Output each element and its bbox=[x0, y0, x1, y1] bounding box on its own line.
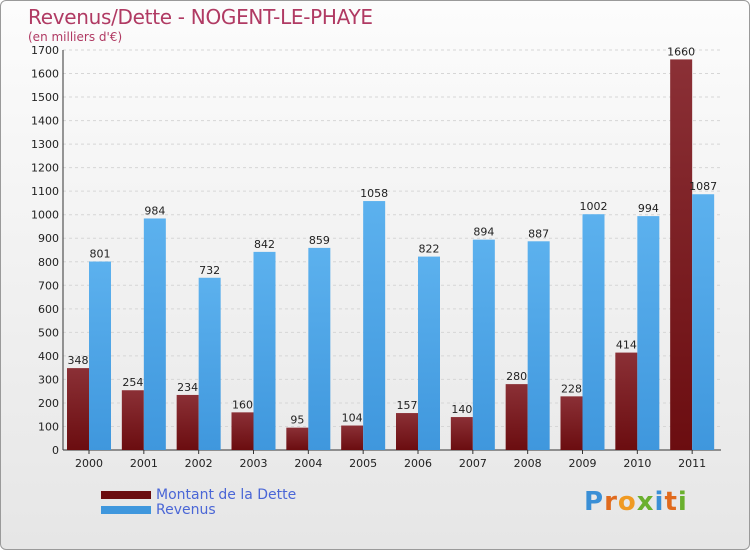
data-label-dette: 414 bbox=[616, 339, 637, 352]
y-tick-label: 0 bbox=[52, 444, 59, 457]
bar-revenus bbox=[527, 241, 550, 450]
x-tick-label: 2003 bbox=[240, 457, 268, 470]
y-tick-label: 1500 bbox=[31, 91, 59, 104]
data-label-dette: 95 bbox=[290, 414, 304, 427]
data-label-revenus: 859 bbox=[309, 234, 330, 247]
y-tick-label: 600 bbox=[38, 303, 59, 316]
y-tick-label: 900 bbox=[38, 232, 59, 245]
logo-letter: i bbox=[654, 487, 665, 517]
bar-dette bbox=[231, 412, 254, 450]
proxiti-logo: Proxiti bbox=[584, 487, 688, 517]
data-label-revenus: 887 bbox=[528, 227, 549, 240]
data-label-revenus: 1058 bbox=[360, 187, 388, 200]
data-label-dette: 157 bbox=[397, 399, 418, 412]
data-label-revenus: 1002 bbox=[580, 200, 608, 213]
bar-revenus bbox=[143, 218, 166, 450]
y-tick-label: 500 bbox=[38, 326, 59, 339]
y-tick-label: 1100 bbox=[31, 185, 59, 198]
legend-item-dette: Montant de la Dette bbox=[101, 486, 297, 503]
legend-label-revenus: Revenus bbox=[156, 501, 216, 518]
bar-revenus bbox=[692, 194, 715, 450]
y-tick-label: 1400 bbox=[31, 115, 59, 128]
logo-letter: x bbox=[636, 487, 655, 517]
y-tick-label: 400 bbox=[38, 350, 59, 363]
data-label-revenus: 732 bbox=[199, 264, 220, 277]
y-tick-label: 1300 bbox=[31, 138, 59, 151]
bar-dette bbox=[341, 425, 364, 450]
data-label-dette: 104 bbox=[342, 412, 363, 425]
y-tick-label: 800 bbox=[38, 256, 59, 269]
bar-revenus bbox=[89, 261, 111, 450]
data-label-revenus: 984 bbox=[144, 204, 165, 217]
x-tick-label: 2010 bbox=[623, 457, 651, 470]
x-tick-label: 2000 bbox=[75, 457, 103, 470]
x-tick-label: 2001 bbox=[130, 457, 158, 470]
logo-letter: P bbox=[584, 487, 605, 517]
bar-dette bbox=[505, 384, 528, 450]
bar-revenus bbox=[253, 251, 276, 450]
legend-label-dette: Montant de la Dette bbox=[156, 486, 297, 503]
legend-item-revenus: Revenus bbox=[101, 501, 296, 518]
x-tick-label: 2009 bbox=[569, 457, 597, 470]
bar-dette bbox=[450, 417, 473, 450]
data-label-dette: 254 bbox=[122, 376, 143, 389]
data-label-dette: 160 bbox=[232, 398, 253, 411]
data-label-revenus: 1087 bbox=[689, 180, 717, 193]
x-tick-label: 2008 bbox=[514, 457, 542, 470]
bar-revenus bbox=[363, 201, 386, 450]
data-label-dette: 140 bbox=[451, 403, 472, 416]
data-label-revenus: 842 bbox=[254, 238, 275, 251]
data-label-dette: 234 bbox=[177, 381, 198, 394]
bar-dette bbox=[615, 352, 638, 450]
x-tick-label: 2011 bbox=[678, 457, 706, 470]
chart-subtitle: (en milliers d'€) bbox=[28, 30, 123, 44]
bar-revenus bbox=[582, 214, 605, 450]
bar-dette bbox=[121, 390, 144, 450]
bar-dette bbox=[67, 368, 89, 450]
bar-dette bbox=[286, 427, 309, 450]
bar-revenus bbox=[472, 239, 495, 450]
legend-swatch-dette bbox=[101, 490, 151, 499]
y-tick-label: 700 bbox=[38, 279, 59, 292]
data-label-dette: 228 bbox=[561, 382, 582, 395]
data-label-revenus: 894 bbox=[473, 226, 494, 239]
data-label-dette: 348 bbox=[68, 354, 89, 367]
bar-dette bbox=[396, 413, 418, 450]
data-label-dette: 1660 bbox=[667, 45, 695, 58]
bar-revenus bbox=[637, 216, 660, 450]
bar-dette bbox=[176, 394, 199, 450]
x-tick-label: 2002 bbox=[185, 457, 213, 470]
logo-letter: t bbox=[664, 487, 678, 517]
x-tick-label: 2006 bbox=[404, 457, 432, 470]
bar-revenus bbox=[418, 256, 440, 450]
y-tick-label: 1200 bbox=[31, 162, 59, 175]
data-label-revenus: 822 bbox=[419, 243, 440, 256]
logo-letter: o bbox=[617, 487, 637, 517]
legend: Montant de la Dette Revenus bbox=[101, 486, 297, 518]
x-tick-label: 2005 bbox=[349, 457, 377, 470]
bar-revenus bbox=[198, 277, 221, 450]
x-tick-label: 2004 bbox=[294, 457, 322, 470]
legend-swatch-revenus bbox=[101, 505, 151, 514]
bar-dette bbox=[560, 396, 583, 450]
y-tick-label: 100 bbox=[38, 420, 59, 433]
chart-title: Revenus/Dette - NOGENT-LE-PHAYE bbox=[28, 5, 373, 29]
data-label-dette: 280 bbox=[506, 370, 527, 383]
y-tick-label: 1000 bbox=[31, 209, 59, 222]
data-label-revenus: 994 bbox=[638, 202, 659, 215]
logo-letter: i bbox=[677, 487, 688, 517]
x-tick-label: 2007 bbox=[459, 457, 487, 470]
y-tick-label: 1700 bbox=[31, 44, 59, 57]
y-tick-label: 300 bbox=[38, 373, 59, 386]
bar-revenus bbox=[308, 247, 331, 450]
y-tick-label: 200 bbox=[38, 397, 59, 410]
bar-dette bbox=[670, 59, 693, 450]
y-tick-label: 1600 bbox=[31, 68, 59, 81]
logo-letter: r bbox=[604, 487, 618, 517]
data-label-revenus: 801 bbox=[90, 248, 111, 261]
